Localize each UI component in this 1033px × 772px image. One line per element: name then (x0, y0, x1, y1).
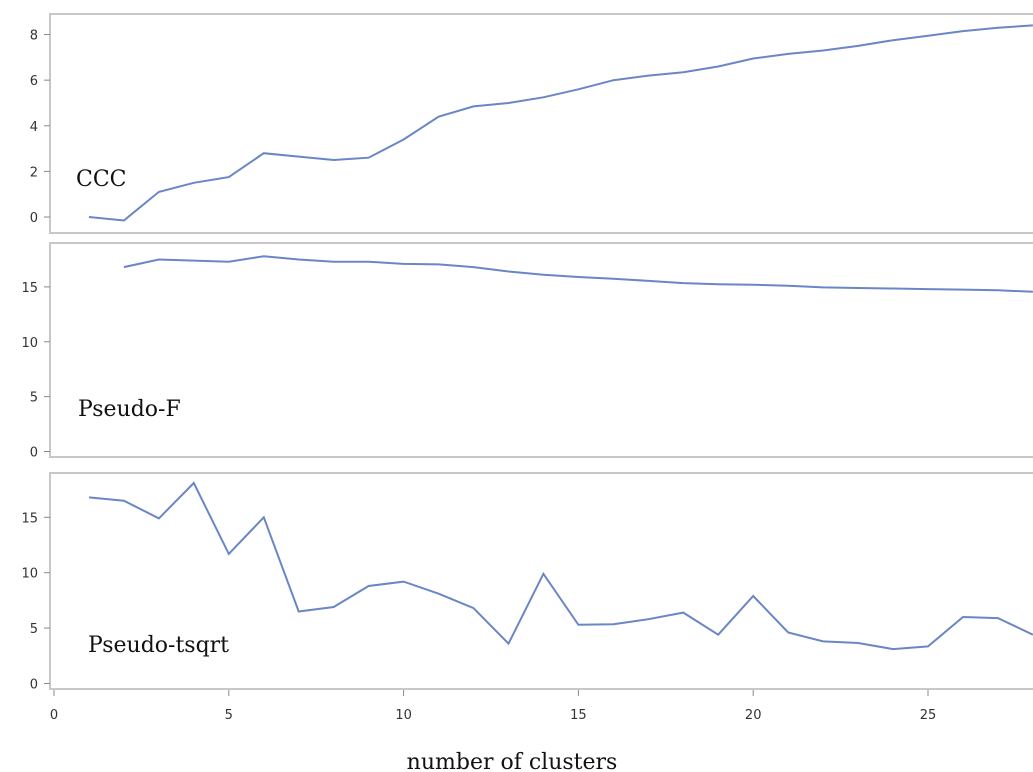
panel-ccc: 0 2 4 6 8 CCC (30, 13, 1033, 234)
x-axis: 0 5 10 15 20 25 (50, 690, 936, 723)
y-tick-label: 10 (21, 567, 38, 582)
x-tick-label: 20 (745, 708, 762, 723)
x-axis-title: number of clusters (407, 750, 618, 772)
y-axis-ticks: 0 5 10 15 (21, 281, 50, 461)
x-tick-label: 0 (50, 708, 58, 723)
panel-frame (49, 242, 1033, 458)
panel-label: CCC (76, 167, 127, 192)
y-tick-label: 5 (30, 391, 38, 406)
panel-pseudo-tsqrt: 0 5 10 15 Pseudo-tsqrt (21, 472, 1033, 692)
y-tick-label: 0 (30, 446, 38, 461)
y-tick-label: 0 (30, 677, 38, 692)
x-tick-label: 10 (395, 708, 412, 723)
series-line (123, 255, 1033, 293)
y-tick-label: 2 (30, 165, 38, 180)
panel-frame (49, 472, 1033, 690)
y-tick-label: 6 (30, 74, 38, 89)
x-tick-label: 5 (225, 708, 233, 723)
y-tick-label: 5 (30, 622, 38, 637)
x-tick-label: 15 (570, 708, 587, 723)
y-tick-label: 0 (30, 211, 38, 226)
y-tick-label: 15 (21, 281, 38, 296)
panel-frame (49, 13, 1033, 234)
panel-pseudo-f: 0 5 10 15 Pseudo-F (21, 242, 1033, 461)
y-tick-label: 8 (30, 29, 38, 44)
y-tick-label: 4 (30, 120, 38, 135)
panel-label: Pseudo-F (78, 397, 181, 422)
y-tick-label: 15 (21, 511, 38, 526)
series-line (88, 24, 1033, 222)
y-axis-ticks: 0 2 4 6 8 (30, 29, 50, 226)
x-tick-label: 25 (920, 708, 937, 723)
y-axis-ticks: 0 5 10 15 (21, 511, 50, 692)
panel-label: Pseudo-tsqrt (88, 633, 229, 658)
series-line (88, 481, 1033, 651)
y-tick-label: 10 (21, 336, 38, 351)
